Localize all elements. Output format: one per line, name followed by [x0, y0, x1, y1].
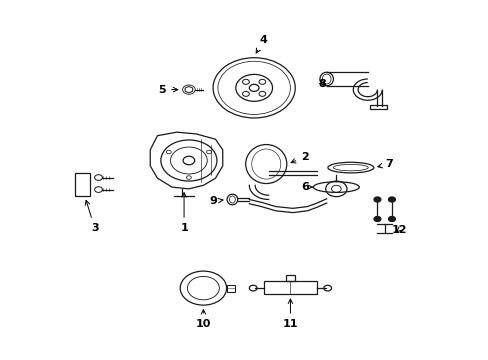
Circle shape: [373, 216, 380, 221]
Text: 10: 10: [195, 310, 211, 329]
Text: 3: 3: [85, 201, 98, 233]
Text: 9: 9: [209, 196, 223, 206]
Bar: [285, 275, 295, 281]
Text: 2: 2: [290, 152, 308, 163]
Circle shape: [373, 197, 380, 202]
Circle shape: [388, 197, 394, 202]
Text: 5: 5: [158, 85, 178, 95]
Text: 4: 4: [256, 35, 267, 53]
Text: 1: 1: [180, 193, 187, 233]
Bar: [369, 105, 386, 109]
Text: 8: 8: [317, 79, 325, 89]
Text: 12: 12: [391, 225, 406, 235]
Text: 7: 7: [377, 159, 393, 169]
Bar: [264, 281, 316, 294]
Circle shape: [388, 216, 394, 221]
Text: 6: 6: [301, 182, 311, 192]
Text: 11: 11: [282, 299, 298, 329]
